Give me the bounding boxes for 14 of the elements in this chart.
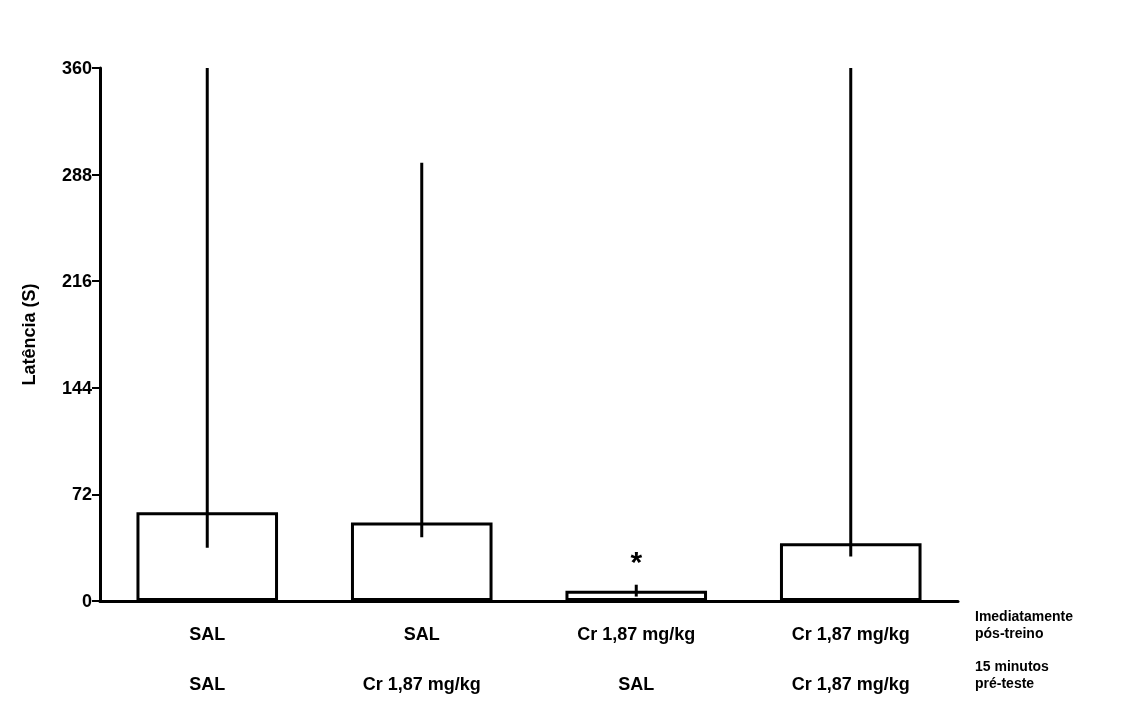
y-tick-label: 360 (61, 58, 92, 78)
y-tick-label: 0 (81, 591, 92, 611)
category-label: SAL SAL (189, 624, 226, 694)
y-tick-label: 288 (61, 164, 92, 185)
category-label: Cr 1,87 mg/kg SAL (577, 624, 696, 694)
category-label: Cr 1,87 mg/kg Cr 1,87 mg/kg (791, 624, 910, 694)
text: Imediatamente pós-treino (975, 607, 1074, 641)
data-label: * (630, 545, 643, 579)
text: 15 minutos pré-teste (975, 657, 1050, 691)
y-tick-label: 144 (61, 377, 92, 398)
y-tick-label: 216 (61, 271, 92, 292)
category-label: SAL Cr 1,87 mg/kg (362, 624, 481, 694)
y-axis-title: Latência (S) (19, 283, 39, 386)
y-tick-label: 72 (71, 484, 92, 505)
